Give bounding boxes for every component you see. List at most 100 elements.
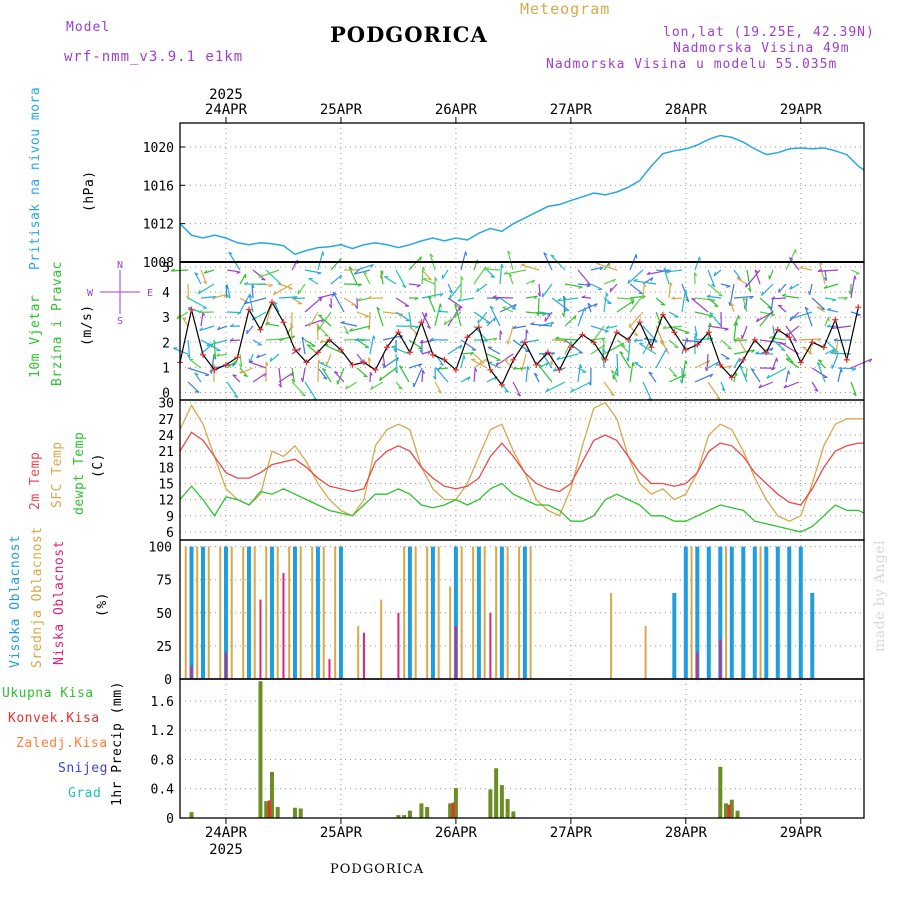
wind-arrow <box>850 269 860 275</box>
wind-arrow <box>648 371 657 383</box>
cloud_mid-bar <box>219 546 222 679</box>
wind-arrow <box>603 381 615 397</box>
wind-arrow <box>761 283 774 296</box>
wind-arrow <box>769 337 787 341</box>
wind-arrow <box>811 297 826 311</box>
temp-tick-label: 24 <box>158 429 174 444</box>
wind-arrow-head <box>414 325 419 329</box>
wind-arrow-head <box>268 284 273 288</box>
wind-arrow <box>332 292 345 313</box>
wind-arrow <box>668 311 679 318</box>
wind-arrow-head <box>278 383 282 388</box>
wind-arrow-head <box>349 328 353 332</box>
wind-arrow-head <box>429 337 434 341</box>
precip_total-bar <box>499 785 504 818</box>
wind-arrow <box>616 297 635 300</box>
wind-arrow-head <box>328 303 332 309</box>
wind-arrow-head <box>693 333 698 337</box>
wind-arrow <box>489 306 501 327</box>
wind-arrow <box>642 338 652 355</box>
wind-arrow <box>239 353 243 368</box>
wind-arrow <box>239 367 254 374</box>
wind-arrow <box>499 303 517 313</box>
wind-arrow-head <box>781 293 787 297</box>
precip_conv-bar <box>451 802 455 818</box>
wind-arrow-head <box>543 252 548 256</box>
precip_total-bar <box>189 812 194 818</box>
cloud_high-bar <box>729 546 734 679</box>
wind-arrow <box>642 283 645 299</box>
wind-arrow <box>706 353 709 372</box>
precip_conv-bar <box>267 800 271 818</box>
cloud-tick-label: 0 <box>164 673 172 688</box>
wind-arrow <box>551 339 567 342</box>
cloud_low-bar <box>696 652 699 679</box>
wind-arrow <box>754 269 761 285</box>
wind-arrow <box>230 339 241 342</box>
wind-arrow-head <box>751 349 755 354</box>
wind-arrow <box>694 311 713 317</box>
temp-tick-label: 27 <box>158 413 174 428</box>
wind-arrow <box>278 367 282 388</box>
wind-arrow-head <box>301 394 306 397</box>
wind-arrow-head <box>319 297 323 302</box>
wind-arrow <box>827 309 839 313</box>
wind-arrow <box>777 304 787 313</box>
wind-arrow <box>668 282 672 299</box>
wind-arrow-head <box>584 307 587 312</box>
wind-arrow-head <box>799 265 804 269</box>
bottom-day-label: 27APR <box>550 825 593 841</box>
wind-arrow <box>746 269 752 292</box>
wind-arrow-head <box>761 291 764 296</box>
wind-arrow <box>304 381 318 401</box>
wind-arrow-head <box>316 323 320 328</box>
wind-arrow-head <box>755 351 760 355</box>
wind-arrow-head <box>535 311 539 316</box>
wind-arrow-head <box>541 293 544 298</box>
wind-arrow <box>318 314 332 327</box>
wind-arrow <box>356 353 365 364</box>
wind-arrow <box>627 269 644 284</box>
wind-arrow <box>590 325 609 332</box>
wind-arrow-head <box>290 324 294 329</box>
precip_total-bar <box>494 768 499 818</box>
wind-arrow <box>634 362 644 369</box>
wind-arrow-head <box>525 329 529 334</box>
wind-arrow-head <box>635 254 638 259</box>
wind-arrow <box>739 365 748 383</box>
temp2m-line <box>179 431 864 506</box>
precip_total-bar <box>453 788 458 818</box>
wind-arrow <box>188 358 202 369</box>
wind-arrow <box>330 258 342 271</box>
wind-arrow-head <box>443 320 447 326</box>
wind-arrow <box>816 306 826 313</box>
wind-arrow-field <box>170 249 873 402</box>
wind-arrow <box>557 297 579 302</box>
cloud_high-bar <box>695 546 700 679</box>
cloud_low-bar <box>328 659 331 679</box>
wind-arrow <box>785 353 794 364</box>
wind-arrow-head <box>708 315 713 318</box>
wind-arrow-head <box>631 300 635 305</box>
wind-arrow <box>733 295 754 299</box>
wind-arrow <box>681 360 687 383</box>
cloud_mid-bar <box>184 546 187 679</box>
wind-arrow-head <box>709 322 712 327</box>
wind-arrow <box>317 311 332 331</box>
wind-arrow-head <box>493 317 497 322</box>
wind-arrow <box>473 368 476 383</box>
wind-arrow-head <box>425 312 428 317</box>
wind-arrow-head <box>508 273 513 277</box>
wind-arrow <box>513 367 527 370</box>
wind-arrow <box>759 311 775 316</box>
wind-arrow <box>809 283 813 295</box>
wind-arrow <box>408 363 422 369</box>
wind-arrow <box>408 339 423 350</box>
wind-arrow-head <box>587 302 592 307</box>
wind-arrow <box>447 344 463 355</box>
wind-arrow-head <box>833 337 838 342</box>
wind-arrow-head <box>600 356 604 361</box>
wind-arrow-head <box>237 312 242 315</box>
wind-arrow-head <box>414 297 419 301</box>
